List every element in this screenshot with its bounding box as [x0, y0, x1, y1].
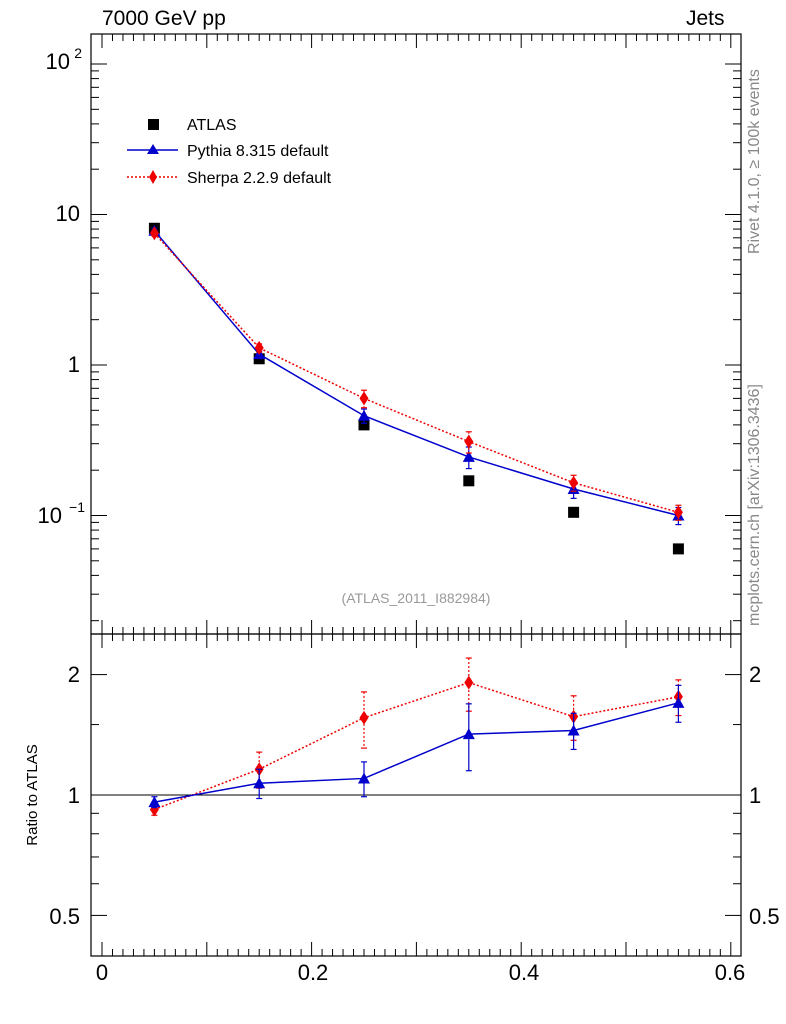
sherpa-point: [569, 475, 579, 490]
atlas-point: [568, 506, 580, 518]
axis-ticks: [91, 34, 741, 956]
y-tick-label-100: 10: [46, 49, 70, 74]
ratio-pythia-point: [148, 796, 161, 808]
sherpa-line: [153, 232, 679, 514]
x-tick-label-0: 0: [96, 960, 108, 985]
legend-marker-pythia: [147, 144, 159, 154]
ratio-tick-label-1-left: 1: [68, 783, 80, 808]
legend-marker-sherpa: [149, 170, 157, 184]
sherpa-point: [673, 505, 683, 520]
pythia-point: [358, 409, 370, 421]
ratio-tick-label-0.5-left: 0.5: [49, 904, 80, 929]
ratio-sherpa-series: [149, 657, 683, 817]
sherpa-point: [359, 391, 369, 406]
analysis-watermark: (ATLAS_2011_I882984): [342, 590, 491, 606]
header-title: 7000 GeV pp: [102, 7, 226, 30]
ratio-pythia-point: [253, 777, 266, 789]
legend-marker-atlas: [148, 119, 159, 130]
pythia-line: [153, 230, 679, 517]
ratio-tick-label-2-left: 2: [68, 662, 80, 687]
ratio-pythia-point: [672, 696, 685, 708]
ratio-tick-label-0.5-right: 0.5: [749, 904, 780, 929]
header-process: Jets: [686, 7, 725, 30]
y-tick-label-1: 1: [68, 352, 80, 377]
sherpa-series: [149, 226, 683, 521]
ratio-y-tick-labels: 2 1 0.5 2 1 0.5: [49, 662, 779, 929]
pythia-series: [148, 224, 685, 526]
x-tick-label-0.4: 0.4: [509, 960, 540, 985]
atlas-series: [148, 222, 684, 555]
atlas-point: [672, 543, 684, 555]
sherpa-point: [149, 226, 159, 241]
ratio-pythia-series: [148, 684, 685, 809]
ratio-sherpa-point: [359, 710, 369, 725]
pythia-point: [462, 450, 475, 462]
legend-label-atlas: ATLAS: [187, 117, 237, 134]
legend-label-sherpa: Sherpa 2.2.9 default: [187, 170, 332, 187]
ratio-y-axis-label: Ratio to ATLAS: [24, 744, 41, 845]
ratio-pythia-point: [567, 724, 580, 736]
ratio-sherpa-point: [464, 675, 474, 690]
ratio-tick-label-2-right: 2: [749, 662, 761, 687]
data-layers: [148, 222, 685, 817]
atlas-point: [358, 419, 370, 431]
x-tick-label-0.2: 0.2: [298, 960, 329, 985]
y-tick-label-0.1-exp: −1: [69, 499, 85, 515]
legend-label-pythia: Pythia 8.315 default: [187, 143, 329, 160]
legend: ATLAS Pythia 8.315 default Sherpa 2.2.9 …: [127, 117, 332, 187]
x-tick-label-0.6: 0.6: [715, 960, 746, 985]
ratio-pythia-line: [154, 702, 679, 803]
ratio-pythia-point: [462, 728, 475, 740]
ratio-sherpa-line: [154, 681, 679, 811]
ratio-pythia-point: [358, 772, 370, 784]
ratio-tick-label-1-right: 1: [749, 783, 761, 808]
y-tick-label-0.1: 10: [38, 503, 62, 528]
atlas-point: [463, 475, 475, 487]
sherpa-point: [254, 340, 264, 355]
x-tick-labels: 0 0.2 0.4 0.6: [96, 960, 745, 985]
main-y-tick-labels: 10 2 10 1 10 −1: [38, 45, 86, 528]
y-tick-label-100-exp: 2: [74, 45, 82, 61]
y-tick-label-10: 10: [56, 201, 80, 226]
sherpa-point: [464, 434, 474, 449]
